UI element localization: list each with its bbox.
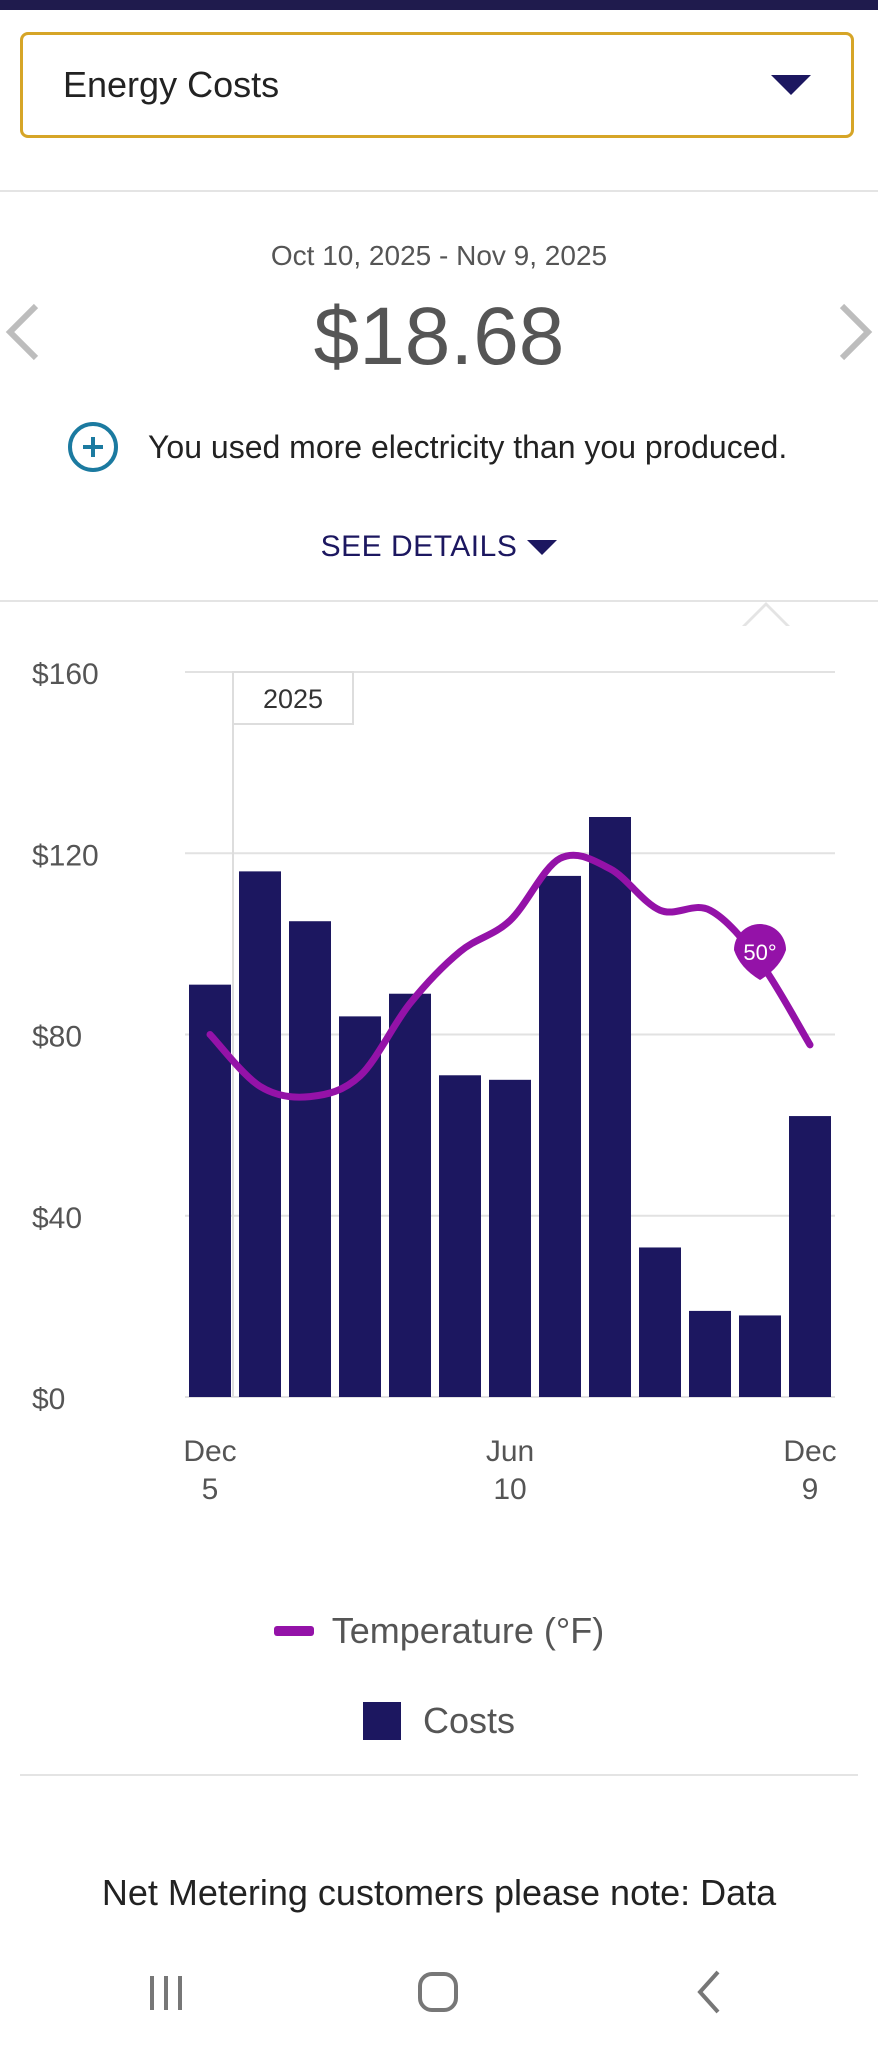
legend-costs: Costs [0, 1700, 878, 1742]
usage-message: You used more electricity than you produ… [68, 422, 787, 472]
x-tick-day: 9 [802, 1473, 819, 1506]
net-metering-note: Net Metering customers please note: Data [101, 1872, 777, 1913]
x-tick-month: Dec [783, 1435, 836, 1468]
system-navigation-bar [0, 1930, 878, 2048]
costs-legend-swatch [362, 1702, 401, 1740]
temperature-marker[interactable] [734, 924, 786, 980]
cost-bar[interactable] [539, 875, 581, 1397]
costs-legend-label: Costs [422, 1700, 516, 1741]
temperature-legend-label: Temperature (°F) [331, 1610, 605, 1651]
billing-date-range: Oct 10, 2025 - Nov 9, 2025 [270, 240, 608, 271]
cost-bar[interactable] [689, 1310, 731, 1397]
chart-type-dropdown[interactable]: Energy Costs [20, 32, 854, 138]
details-pointer-fill [745, 606, 787, 627]
x-tick-day: 10 [493, 1473, 526, 1506]
cost-bar[interactable] [489, 1079, 531, 1397]
see-details-button[interactable]: SEE DETAILS [0, 530, 878, 564]
x-tick-month: Jun [486, 1435, 534, 1468]
temperature-legend-swatch [273, 1626, 314, 1636]
y-tick-label: $160 [32, 658, 99, 691]
y-tick-label: $120 [32, 839, 99, 872]
recent-apps-icon[interactable] [150, 1976, 182, 2010]
dropdown-selected-value: Energy Costs [63, 64, 280, 105]
home-icon[interactable] [418, 1972, 458, 2012]
divider [0, 600, 878, 602]
x-tick-day: 5 [202, 1473, 219, 1506]
billing-amount: $18.68 [313, 291, 565, 382]
year-label-box [232, 671, 354, 725]
caret-down-icon [527, 539, 558, 555]
top-bar [0, 0, 878, 10]
back-icon[interactable] [697, 1970, 720, 2014]
usage-message-text: You used more electricity than you produ… [148, 428, 788, 465]
see-details-label: SEE DETAILS [320, 530, 518, 563]
year-label: 2025 [263, 684, 323, 714]
temperature-marker-label: 50° [743, 940, 776, 965]
y-tick-label: $80 [32, 1021, 82, 1054]
temperature-line[interactable] [206, 851, 814, 1101]
plus-circle-icon[interactable] [68, 422, 118, 472]
x-tick-month: Dec [183, 1435, 236, 1468]
previous-period-icon[interactable] [0, 292, 60, 372]
divider [0, 190, 878, 192]
cost-bar[interactable] [439, 1075, 481, 1397]
cost-bar[interactable] [239, 871, 281, 1397]
y-tick-label: $40 [32, 1202, 82, 1235]
cost-bar[interactable] [389, 993, 431, 1397]
energy-costs-chart[interactable]: $0 $40 $80 $120 $160 2025 50° Dec 5 Jun 10 Dec 9 [0, 640, 878, 1520]
chevron-down-icon [771, 75, 811, 95]
cost-bar[interactable] [739, 1315, 781, 1397]
cost-bar[interactable] [639, 1247, 681, 1397]
next-period-icon[interactable] [818, 292, 878, 372]
cost-bar[interactable] [289, 921, 331, 1397]
cost-bar[interactable] [589, 817, 631, 1397]
legend-temperature: Temperature (°F) [0, 1610, 878, 1652]
y-tick-label: $0 [32, 1383, 65, 1416]
divider [20, 1774, 858, 1776]
cost-bar[interactable] [789, 1116, 831, 1397]
